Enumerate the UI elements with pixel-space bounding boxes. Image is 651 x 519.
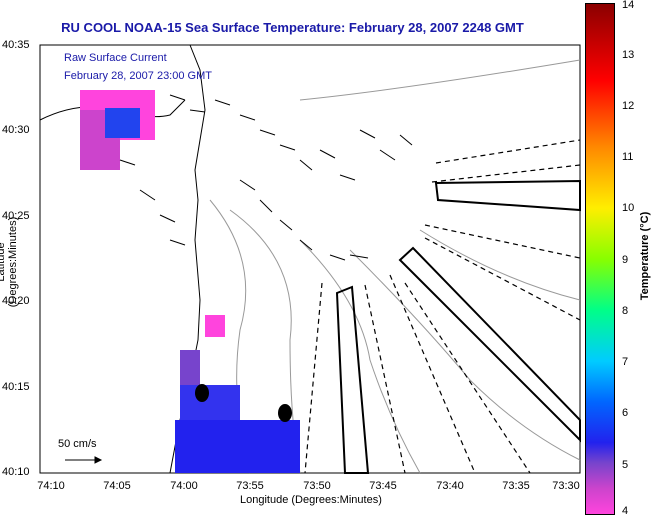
x-tick: 74:00 [170, 480, 198, 492]
radar-wedges [304, 139, 581, 474]
sst-patches [80, 90, 300, 473]
colorbar-label: Temperature (°C) [639, 211, 651, 301]
colorbar-tick: 7 [622, 356, 629, 368]
bathymetry-contours [209, 59, 581, 474]
colorbar-tick: 10 [622, 202, 635, 214]
x-tick: 73:35 [502, 480, 530, 492]
colorbar-tick: 11 [622, 151, 634, 163]
scale-vector [65, 456, 103, 464]
current-vectors [119, 94, 413, 261]
current-legend-time: February 28, 2007 23:00 GMT [64, 70, 212, 82]
x-tick: 73:30 [552, 480, 580, 492]
x-tick: 73:55 [236, 480, 264, 492]
y-tick: 40:20 [2, 295, 30, 307]
colorbar-tick: 5 [622, 459, 629, 471]
y-tick: 40:35 [2, 39, 30, 51]
map-title: RU COOL NOAA-15 Sea Surface Temperature:… [61, 20, 524, 35]
x-tick: 74:10 [37, 480, 65, 492]
colorbar-tick: 12 [622, 100, 635, 112]
y-tick: 40:10 [2, 466, 30, 478]
y-tick: 40:15 [2, 381, 30, 393]
x-tick: 73:45 [369, 480, 397, 492]
x-tick: 74:05 [103, 480, 131, 492]
x-tick: 73:40 [436, 480, 464, 492]
temperature-colorbar [585, 3, 615, 515]
station-markers [195, 384, 292, 422]
colorbar-tick: 6 [622, 407, 629, 419]
x-axis-label: Longitude (Degrees:Minutes) [240, 494, 382, 506]
y-axis-label: Latitude (Degrees:Minutes) [0, 216, 19, 308]
colorbar-tick: 9 [622, 254, 629, 266]
scale-vector-label: 50 cm/s [58, 438, 97, 450]
current-legend: Raw Surface Current [64, 52, 167, 64]
colorbar-tick: 8 [622, 305, 629, 317]
colorbar-tick: 14 [622, 0, 635, 11]
colorbar-tick: 13 [622, 49, 635, 61]
x-tick: 73:50 [303, 480, 331, 492]
colorbar-tick: 4 [622, 505, 629, 517]
y-tick: 40:30 [2, 124, 30, 136]
y-tick: 40:25 [2, 210, 30, 222]
